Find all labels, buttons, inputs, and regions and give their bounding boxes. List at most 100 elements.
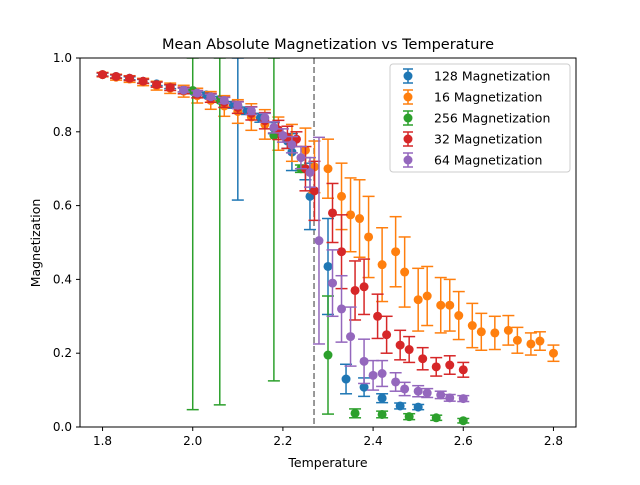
y-axis-label: Magnetization [28,199,43,288]
data-point-1-25 [413,295,423,305]
data-point-0-21 [359,382,369,392]
data-point-4-10 [296,153,306,163]
data-point-2-4 [323,350,333,360]
data-point-3-5 [165,83,175,93]
data-point-1-26 [422,291,432,301]
data-point-1-28 [445,300,455,310]
data-point-4-2 [206,92,216,102]
series-4 [177,85,470,404]
x-axis-label: Temperature [287,455,367,470]
data-point-4-3 [219,95,229,105]
data-point-4-5 [246,106,256,116]
data-point-3-2 [125,73,135,83]
data-point-4-25 [458,394,468,404]
legend-label-3: 32 Magnetization [434,132,542,147]
legend-box [389,63,571,173]
data-point-1-35 [526,339,536,349]
data-point-1-32 [490,328,500,338]
data-point-4-1 [192,88,202,98]
data-point-1-19 [346,210,356,220]
data-point-1-18 [337,191,347,201]
legend-label-2: 256 Magnetization [434,111,550,126]
data-point-1-37 [548,348,558,358]
x-tick-label-4: 2.6 [454,434,473,448]
y-tick-label-4: 0.8 [53,125,72,139]
data-point-1-30 [467,321,477,331]
y-tick-label-0: 0.0 [53,420,72,434]
data-point-4-15 [346,332,356,342]
data-point-4-22 [422,388,432,398]
data-point-3-24 [395,340,405,350]
data-point-4-14 [337,304,347,314]
data-point-0-20 [341,374,351,384]
legend-label-1: 16 Magnetization [434,90,542,105]
data-point-3-23 [382,330,392,340]
data-point-4-18 [377,368,387,378]
legend-marker-2 [403,113,413,123]
legend-label-0: 128 Magnetization [434,69,550,84]
data-point-4-0 [179,85,189,95]
data-point-1-29 [454,311,464,321]
data-point-1-24 [400,267,410,277]
data-point-0-24 [413,402,423,412]
data-point-1-36 [535,336,545,346]
data-point-4-12 [314,236,324,246]
plot-area: 1.8 2.0 2.2 2.4 2.6 2.8 0.0 0.2 0.4 0.6 0.8 1.0 [53,51,577,448]
x-tick-label-2: 2.2 [273,434,292,448]
data-point-4-9 [287,140,297,150]
data-point-2-8 [431,413,441,423]
data-point-4-20 [400,384,410,394]
data-point-4-24 [445,393,455,403]
data-point-3-18 [328,208,338,218]
data-point-2-5 [350,408,360,418]
data-point-4-8 [278,130,288,140]
data-point-1-20 [355,214,365,224]
series-group [96,58,560,426]
data-point-4-4 [233,100,243,110]
data-point-2-6 [377,409,387,419]
legend-marker-1 [403,92,413,102]
data-point-1-17 [323,164,333,174]
data-point-3-20 [350,285,360,295]
data-point-4-23 [436,390,446,400]
y-tick-label-2: 0.4 [53,272,72,286]
data-point-4-13 [328,278,338,288]
data-point-1-27 [436,300,446,310]
data-point-4-16 [359,356,369,366]
data-point-3-3 [138,76,148,86]
data-point-0-19 [323,261,333,271]
data-point-3-27 [431,362,441,372]
data-point-3-25 [404,345,414,355]
axes-frame [79,57,577,428]
data-point-1-31 [476,327,486,337]
data-point-4-21 [413,386,423,396]
data-point-3-28 [445,360,455,370]
chart-title: Mean Absolute Magnetization vs Temperatu… [162,37,494,53]
data-point-1-34 [512,335,522,345]
data-point-3-29 [458,365,468,375]
y-tick-label-1: 0.2 [53,346,72,360]
data-point-4-19 [391,377,401,387]
data-point-2-7 [404,412,414,422]
y-tick-label-3: 0.6 [53,199,72,213]
data-point-2-9 [458,416,468,426]
data-point-4-17 [368,370,378,380]
data-point-3-4 [152,80,162,90]
x-tick-label-3: 2.4 [364,434,383,448]
data-point-3-17 [309,186,319,196]
data-point-1-33 [503,325,513,335]
data-point-3-26 [418,354,428,364]
legend-marker-3 [403,134,413,144]
data-point-1-23 [391,247,401,257]
data-point-3-21 [359,282,369,292]
x-tick-label-1: 2.0 [183,434,202,448]
data-point-4-7 [269,122,279,132]
legend: 128 Magnetization 16 Magnetization 256 Mag… [389,63,571,173]
data-point-1-21 [364,232,374,242]
y-tick-label-5: 1.0 [53,51,72,65]
legend-label-4: 64 Magnetization [434,153,542,168]
legend-marker-4 [403,155,413,165]
x-tick-label-5: 2.8 [544,434,563,448]
